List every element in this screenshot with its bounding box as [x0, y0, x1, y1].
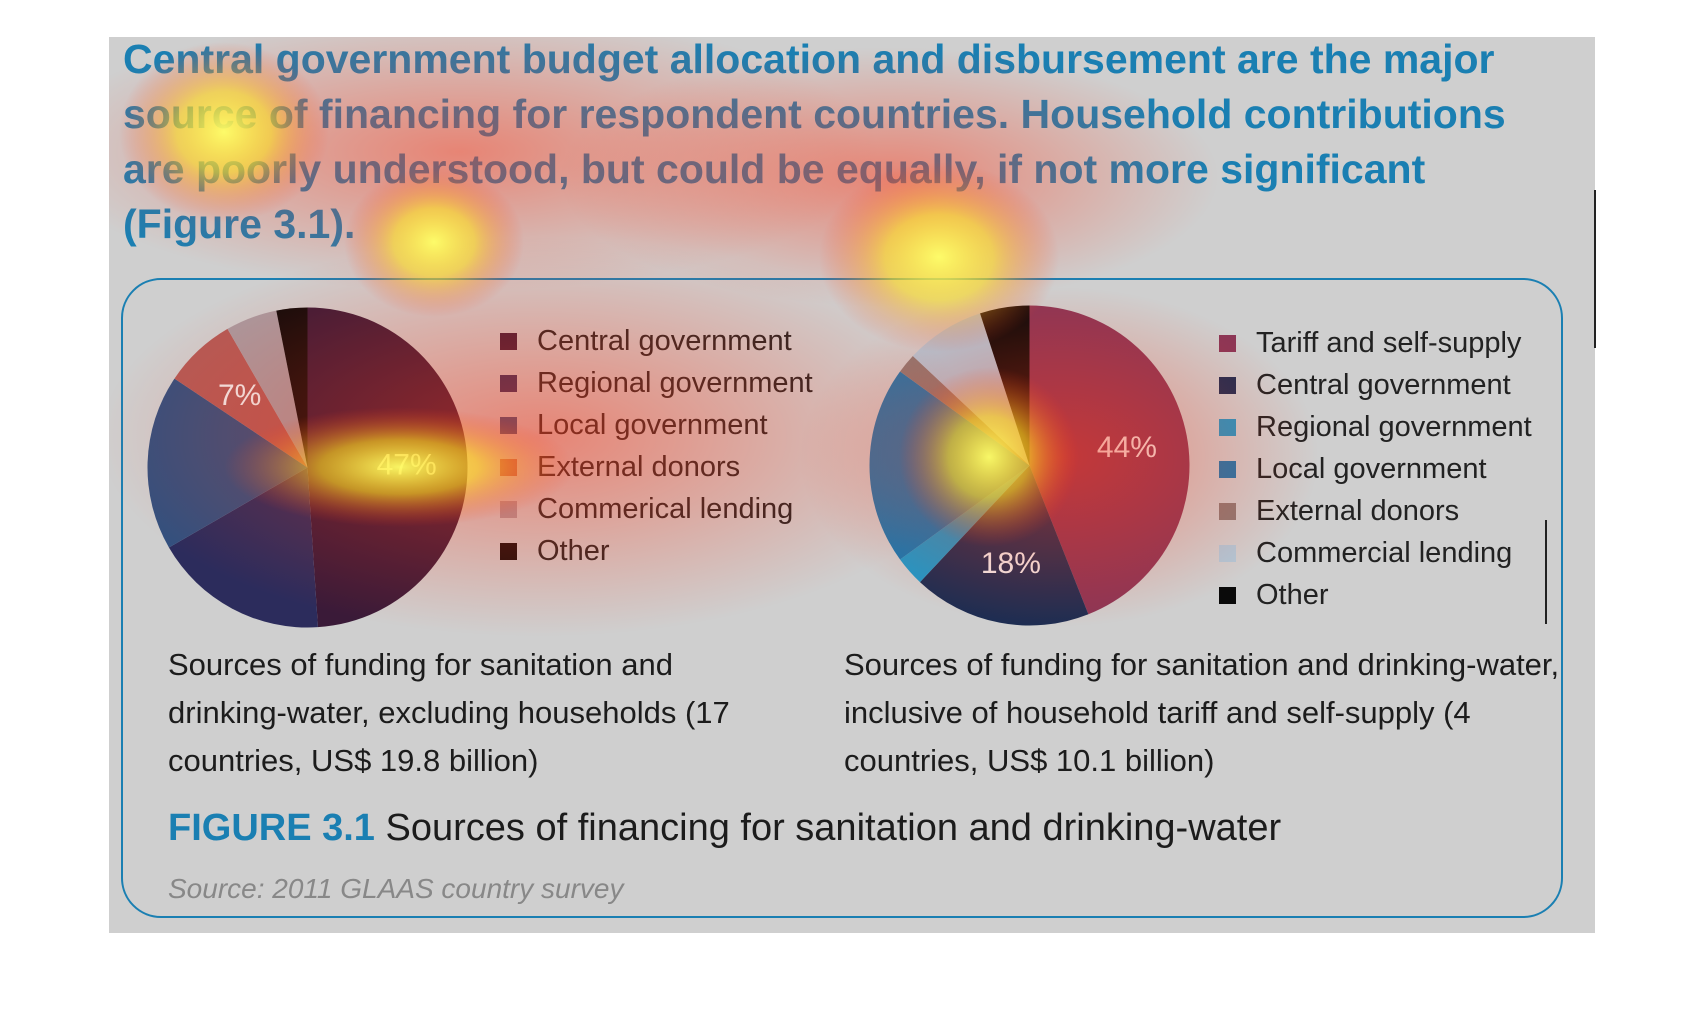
legend-label: Regional government [537, 367, 813, 399]
legend-label: Regional government [1256, 411, 1532, 443]
legend-label: Local government [1256, 453, 1487, 485]
legend-label: External donors [537, 451, 741, 483]
legend-swatch [500, 333, 517, 350]
legend-label: Local government [537, 409, 768, 441]
legend-label: Other [537, 535, 610, 567]
legend-swatch [500, 417, 517, 434]
legend-label: Tariff and self-supply [1256, 327, 1522, 359]
legend-swatch [500, 501, 517, 518]
data-label-central-government: 47% [377, 448, 437, 481]
data-label-tariff-and-self-supply: 44% [1097, 431, 1157, 464]
pie-chart-inclusive-households: 44% 18% [869, 305, 1190, 626]
legend-swatch [1219, 545, 1236, 562]
headline: Central government budget allocation and… [123, 36, 1506, 247]
legend-swatch [500, 543, 517, 560]
caption-chart-1: Sources of funding for sanitation and dr… [168, 647, 730, 778]
annotation-line [1545, 520, 1547, 624]
legend-swatch [500, 459, 517, 476]
legend-swatch [1219, 503, 1236, 520]
legend-label: Commerical lending [537, 493, 794, 525]
source-note: Source: 2011 GLAAS country survey [168, 873, 624, 904]
annotation-line [1594, 190, 1596, 348]
legend-label: Commercial lending [1256, 537, 1513, 569]
figure-title: FIGURE 3.1 Sources of financing for sani… [168, 803, 1281, 853]
legend-swatch [1219, 461, 1236, 478]
legend-swatch [500, 375, 517, 392]
legend-swatch [1219, 335, 1236, 352]
legend-swatch [1219, 587, 1236, 604]
legend-label: Other [1256, 579, 1329, 611]
figure-title-text: Sources of financing for sanitation and … [385, 807, 1282, 849]
pie-chart-excluding-households: 47% 7% [147, 307, 468, 628]
data-label-external-donors: 7% [218, 379, 261, 412]
legend-label: Central government [1256, 369, 1511, 401]
legend-label: External donors [1256, 495, 1460, 527]
data-label-central-government: 18% [981, 547, 1041, 580]
legend-swatch [1219, 377, 1236, 394]
figure-number: FIGURE 3.1 [168, 807, 375, 849]
legend-label: Central government [537, 325, 792, 357]
caption-chart-2: Sources of funding for sanitation and dr… [844, 647, 1560, 778]
legend-swatch [1219, 419, 1236, 436]
